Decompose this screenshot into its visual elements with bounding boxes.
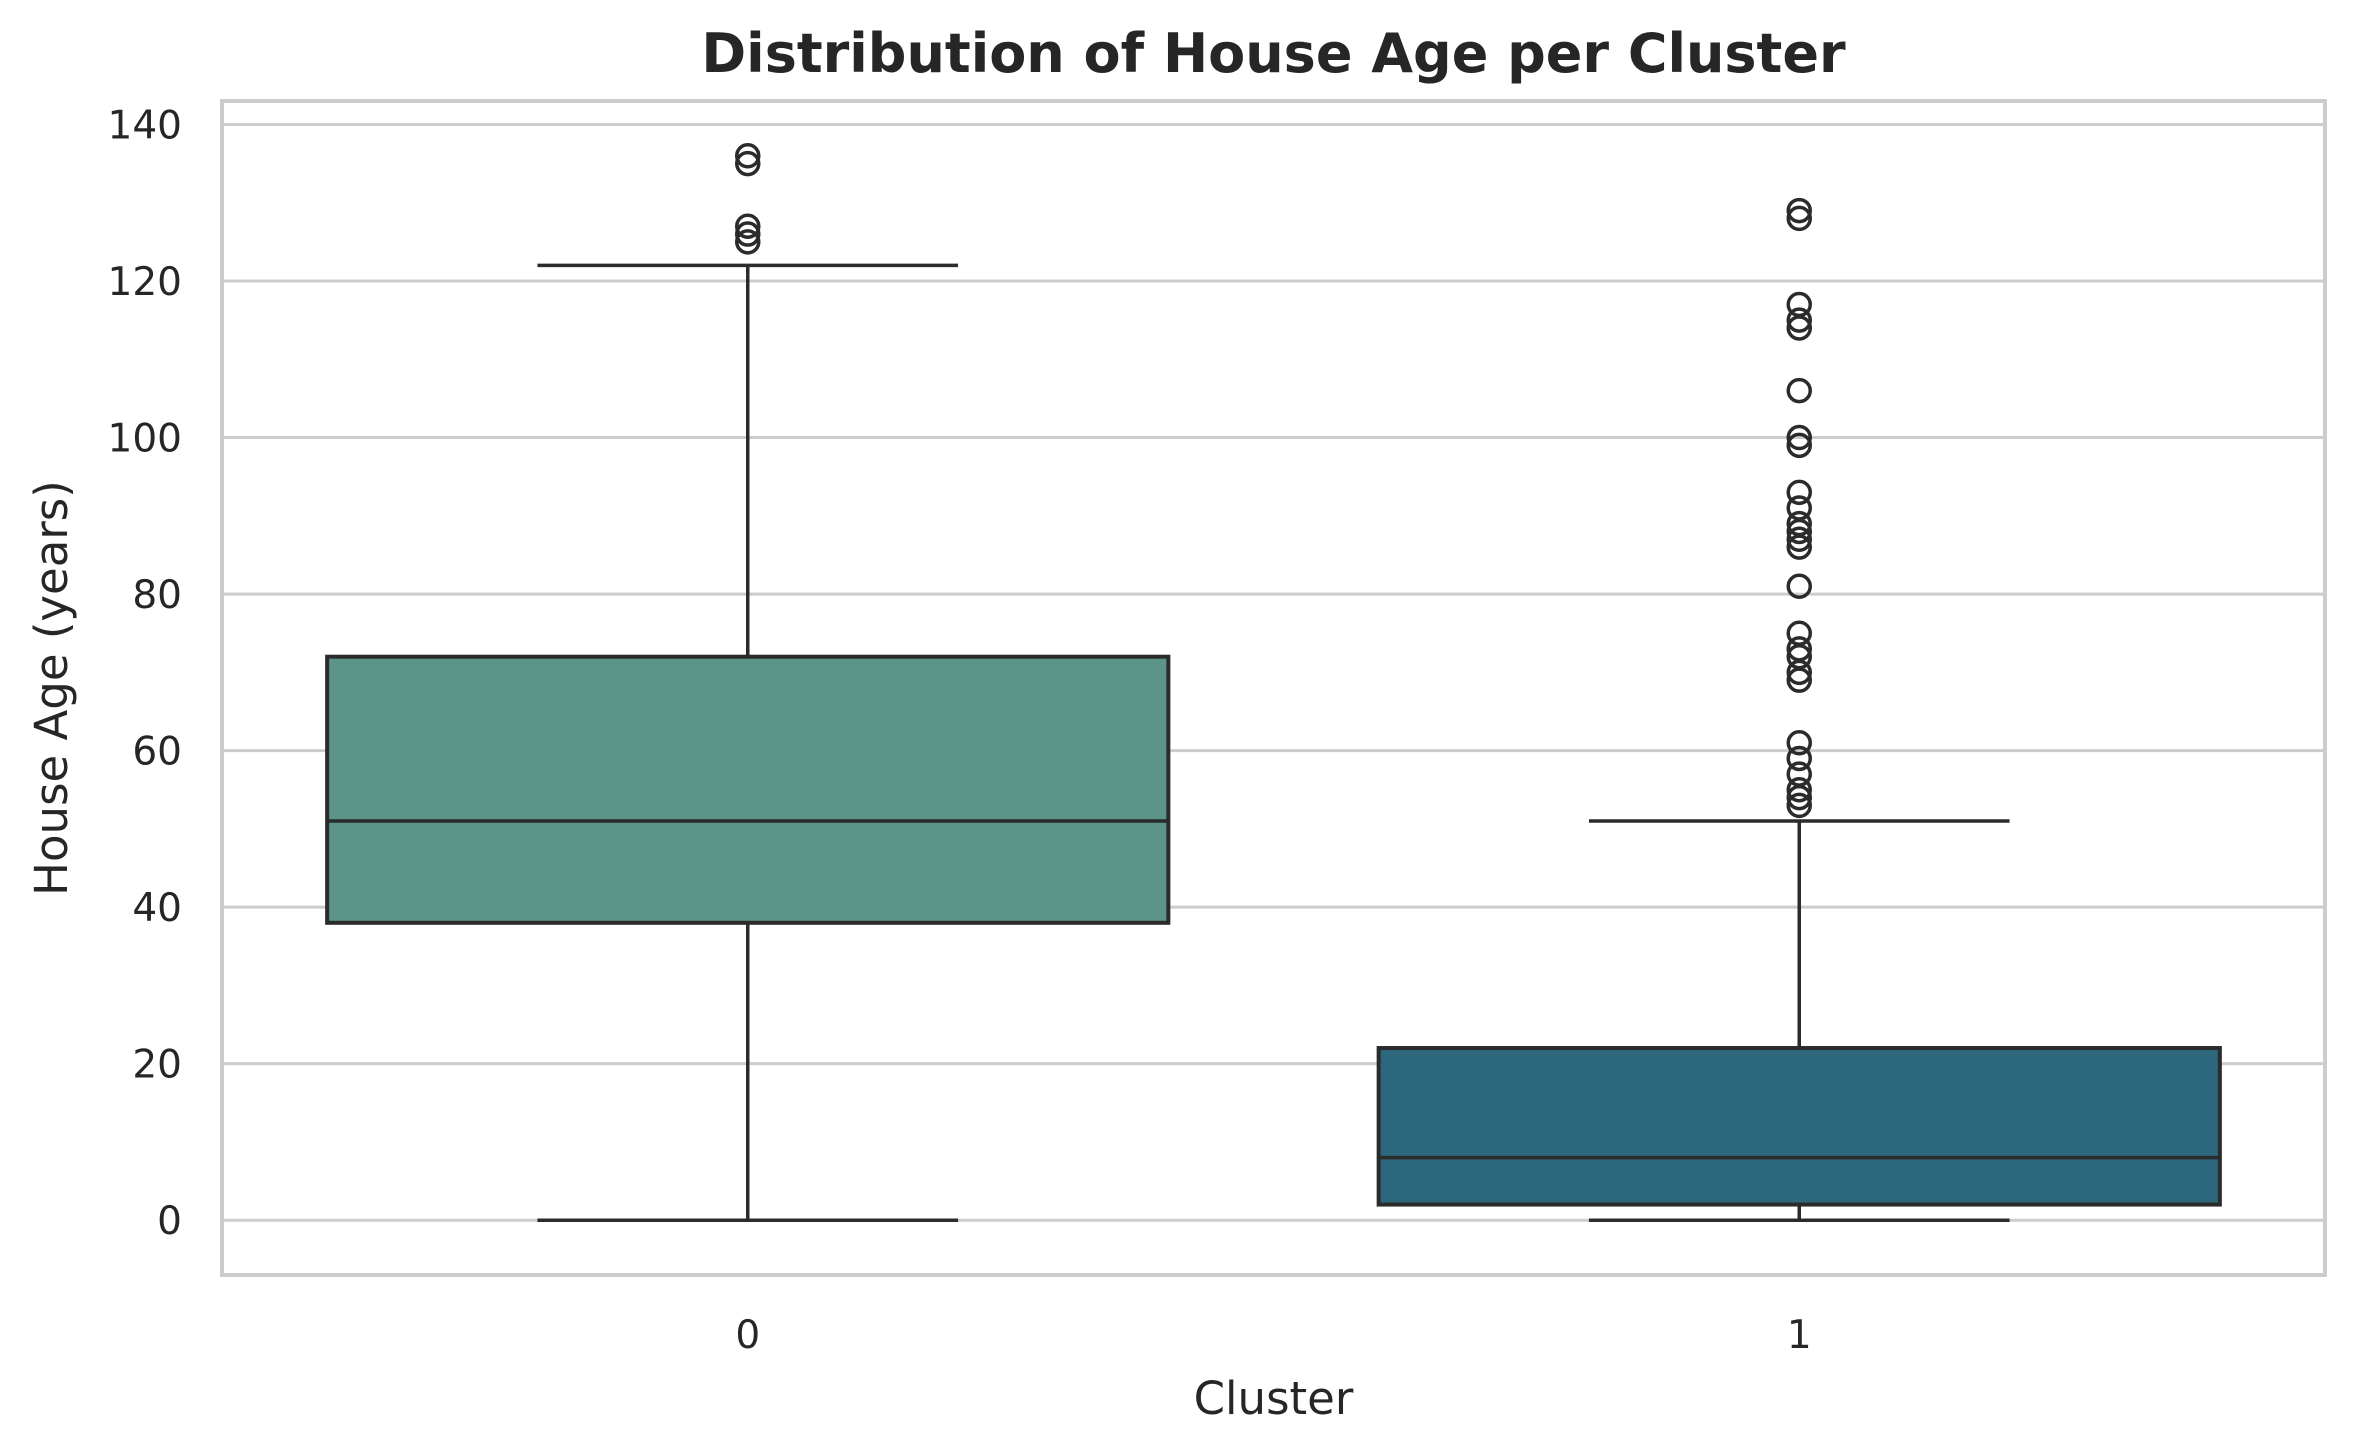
chart-title: Distribution of House Age per Cluster: [701, 22, 1846, 85]
outlier-point: [1786, 620, 1812, 646]
iqr-box: [1376, 1046, 2222, 1207]
outlier-point: [1786, 510, 1812, 537]
x-tick-label: 1: [1787, 1313, 1812, 1358]
outlier-point: [1786, 432, 1812, 459]
outlier-point: [735, 213, 761, 239]
outlier-point: [1786, 197, 1812, 224]
y-tick-label: 120: [108, 260, 182, 305]
outlier-point: [1786, 573, 1812, 600]
outlier-point: [1786, 205, 1812, 232]
y-tick-label: 20: [132, 1043, 182, 1088]
iqr-box: [325, 654, 1171, 925]
outlier-point: [1786, 479, 1812, 506]
outlier-point: [1786, 761, 1812, 787]
outlier-point: [1786, 745, 1812, 772]
y-tick-label: 80: [132, 573, 182, 618]
outlier-point: [1786, 792, 1812, 819]
outlier-point: [1786, 307, 1812, 333]
boxes: [325, 143, 2222, 1222]
y-tick-label: 100: [108, 417, 182, 462]
box-group-cluster-1: [1376, 197, 2222, 1222]
y-tick-label: 140: [108, 103, 182, 148]
y-tick-label: 60: [132, 730, 182, 775]
ticks: 0 20 40 60 80 100 120 140 0 1: [108, 103, 1812, 1358]
outlier-point: [1786, 776, 1812, 803]
outlier-point: [1786, 424, 1812, 451]
outlier-point: [1786, 526, 1812, 553]
x-axis-label: Cluster: [1194, 1372, 1354, 1425]
outlier-point: [1786, 730, 1812, 756]
plot-frame: [220, 99, 2327, 1277]
outlier-point: [1786, 377, 1812, 404]
y-tick-label: 40: [132, 886, 182, 931]
box-group-cluster-0: [325, 143, 1171, 1222]
outlier-point: [735, 143, 761, 169]
outlier-point: [1786, 291, 1812, 318]
outlier-point: [1786, 636, 1812, 662]
outlier-point: [735, 229, 761, 255]
outlier-point: [735, 221, 761, 247]
outlier-point: [735, 150, 761, 177]
y-tick-label: 0: [157, 1199, 182, 1244]
x-tick-label: 0: [735, 1313, 760, 1358]
outlier-point: [1786, 495, 1812, 521]
y-axis-label: House Age (years): [25, 480, 78, 896]
